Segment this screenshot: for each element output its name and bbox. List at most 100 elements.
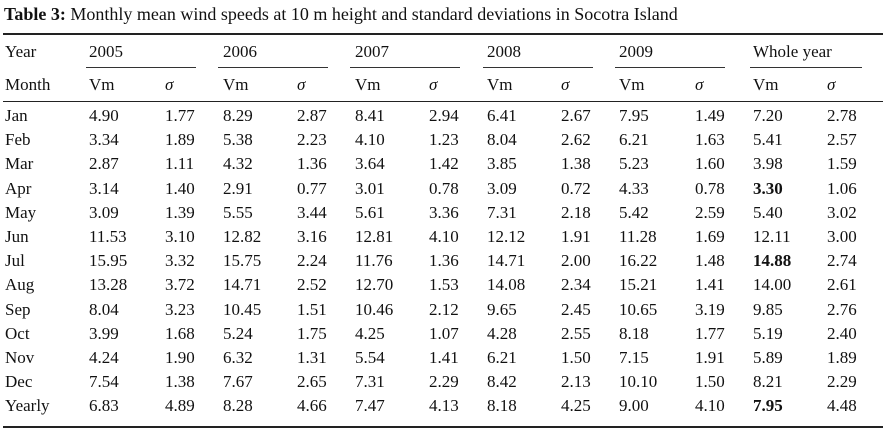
sigma-header: σ bbox=[165, 75, 174, 94]
sigma-header: σ bbox=[429, 75, 438, 94]
sigma-cell: 1.36 bbox=[429, 251, 459, 271]
sigma-cell: 1.50 bbox=[695, 372, 725, 392]
table-row: Feb 3.34 1.89 5.38 2.23 4.10 1.23 8.04 2.62 6.21 1… bbox=[3, 128, 881, 152]
vm-cell: 3.98 bbox=[753, 154, 783, 174]
month-cell: Aug bbox=[5, 275, 35, 295]
month-cell: Jun bbox=[5, 227, 29, 247]
vm-cell: 11.53 bbox=[89, 227, 127, 247]
vm-cell: 8.18 bbox=[487, 396, 517, 416]
vm-cell: 8.29 bbox=[223, 106, 253, 125]
month-cell: Sep bbox=[5, 299, 31, 319]
caption-text: Monthly mean wind speeds at 10 m height … bbox=[70, 4, 678, 24]
vm-cell: 2.87 bbox=[89, 154, 119, 174]
sigma-cell: 1.48 bbox=[695, 251, 725, 271]
vm-cell: 7.54 bbox=[89, 372, 119, 392]
sigma-cell: 1.50 bbox=[561, 348, 591, 368]
year-2006: 2006 bbox=[223, 42, 257, 61]
sigma-cell: 2.23 bbox=[297, 130, 327, 150]
vm-header: Vm bbox=[753, 75, 779, 94]
vm-cell: 12.11 bbox=[753, 227, 791, 247]
year-header-row: Year 2005 2006 2007 2008 2009 Whole year bbox=[3, 35, 881, 68]
table-row: Jul 15.95 3.32 15.75 2.24 11.76 1.36 14.71 2.00 1… bbox=[3, 249, 881, 273]
sigma-cell: 2.74 bbox=[827, 251, 857, 271]
sigma-cell: 1.42 bbox=[429, 154, 459, 174]
sigma-cell: 1.63 bbox=[695, 130, 725, 150]
vm-cell: 10.46 bbox=[355, 299, 394, 319]
sigma-cell: 1.11 bbox=[165, 154, 195, 174]
year-group-underline-2008 bbox=[483, 67, 593, 68]
vm-cell: 4.10 bbox=[355, 130, 385, 150]
sigma-cell: 1.69 bbox=[695, 227, 725, 247]
sigma-cell: 2.29 bbox=[429, 372, 459, 392]
vm-cell: 11.76 bbox=[355, 251, 393, 271]
sigma-cell: 1.51 bbox=[297, 299, 327, 319]
sigma-cell: 2.55 bbox=[561, 323, 591, 343]
sigma-cell: 4.13 bbox=[429, 396, 459, 416]
table-row: Oct 3.99 1.68 5.24 1.75 4.25 1.07 4.28 2.55 8.18 1… bbox=[3, 322, 881, 346]
sigma-cell: 2.61 bbox=[827, 275, 857, 295]
vm-cell: 15.21 bbox=[619, 275, 658, 295]
subheader-row: Month Vm σ Vm σ Vm σ Vm σ Vm σ Vm σ bbox=[3, 68, 881, 101]
vm-cell: 5.89 bbox=[753, 348, 783, 368]
vm-cell: 12.82 bbox=[223, 227, 262, 247]
month-label: Month bbox=[5, 75, 51, 94]
table-caption: Table 3: Monthly mean wind speeds at 10 … bbox=[4, 2, 884, 26]
year-group-underline-2005 bbox=[86, 67, 196, 68]
vm-cell: 5.42 bbox=[619, 202, 649, 222]
month-cell: Nov bbox=[5, 348, 35, 368]
sigma-cell: 3.19 bbox=[695, 299, 725, 319]
sigma-cell: 1.59 bbox=[827, 154, 857, 174]
vm-cell: 6.21 bbox=[619, 130, 649, 150]
sigma-cell: 0.77 bbox=[297, 178, 327, 198]
sigma-cell: 2.76 bbox=[827, 299, 857, 319]
year-group-underline-2006 bbox=[218, 67, 328, 68]
month-cell: Dec bbox=[5, 372, 33, 392]
vm-cell: 3.85 bbox=[487, 154, 517, 174]
sigma-cell: 2.12 bbox=[429, 299, 459, 319]
month-cell: May bbox=[5, 202, 37, 222]
vm-cell: 6.21 bbox=[487, 348, 517, 368]
vm-cell: 15.75 bbox=[223, 251, 262, 271]
vm-cell: 8.04 bbox=[487, 130, 517, 150]
vm-cell: 4.90 bbox=[89, 106, 119, 125]
sigma-cell: 1.38 bbox=[561, 154, 591, 174]
vm-cell: 7.47 bbox=[355, 396, 385, 416]
sigma-cell: 2.59 bbox=[695, 202, 725, 222]
sigma-cell: 3.32 bbox=[165, 251, 195, 271]
year-group-underline-2007 bbox=[350, 67, 460, 68]
vm-cell: 4.32 bbox=[223, 154, 253, 174]
sigma-cell: 2.45 bbox=[561, 299, 591, 319]
vm-cell: 7.31 bbox=[355, 372, 385, 392]
vm-cell: 5.61 bbox=[355, 202, 385, 222]
table-row: Yearly 6.83 4.89 8.28 4.66 7.47 4.13 8.18 4.25 9.… bbox=[3, 394, 881, 418]
vm-cell: 5.54 bbox=[355, 348, 385, 368]
vm-cell: 14.71 bbox=[487, 251, 526, 271]
sigma-cell: 1.36 bbox=[297, 154, 327, 174]
sigma-cell: 2.29 bbox=[827, 372, 857, 392]
sigma-cell: 2.94 bbox=[429, 106, 459, 125]
vm-cell: 3.34 bbox=[89, 130, 119, 150]
vm-cell: 10.10 bbox=[619, 372, 658, 392]
vm-cell: 3.30 bbox=[753, 178, 783, 198]
sigma-cell: 3.72 bbox=[165, 275, 195, 295]
sigma-cell: 0.78 bbox=[429, 178, 459, 198]
vm-cell: 3.99 bbox=[89, 323, 119, 343]
vm-cell: 6.83 bbox=[89, 396, 119, 416]
sigma-cell: 1.41 bbox=[695, 275, 725, 295]
vm-cell: 12.81 bbox=[355, 227, 394, 247]
header-rule bbox=[3, 101, 883, 102]
year-group-underline-2009 bbox=[615, 67, 725, 68]
sigma-cell: 3.10 bbox=[165, 227, 195, 247]
table-row: Dec 7.54 1.38 7.67 2.65 7.31 2.29 8.42 2.13 10.10… bbox=[3, 370, 881, 394]
vm-cell: 7.15 bbox=[619, 348, 649, 368]
vm-cell: 5.23 bbox=[619, 154, 649, 174]
vm-cell: 7.67 bbox=[223, 372, 253, 392]
table-row: Apr 3.14 1.40 2.91 0.77 3.01 0.78 3.09 0.72 4.33 0… bbox=[3, 177, 881, 201]
sigma-cell: 0.72 bbox=[561, 178, 591, 198]
vm-cell: 8.28 bbox=[223, 396, 253, 416]
vm-cell: 16.22 bbox=[619, 251, 658, 271]
vm-cell: 8.21 bbox=[753, 372, 783, 392]
sigma-cell: 1.53 bbox=[429, 275, 459, 295]
vm-cell: 9.65 bbox=[487, 299, 517, 319]
